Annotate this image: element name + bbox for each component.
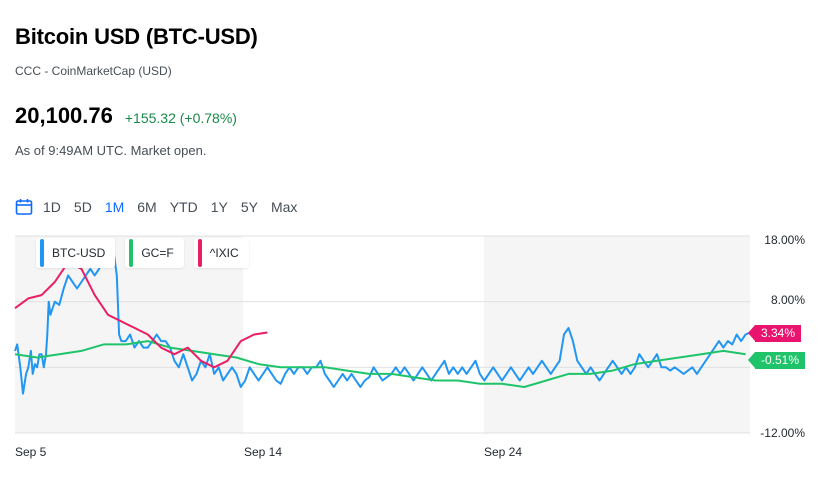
series-line-ixic: [14, 261, 268, 369]
value-badge: 3.34%: [747, 325, 802, 342]
range-1y[interactable]: 1Y: [210, 199, 228, 215]
range-ytd[interactable]: YTD: [169, 199, 198, 215]
price-row: 20,100.76 +155.32 (+0.78%): [15, 103, 237, 129]
range-max[interactable]: Max: [270, 199, 298, 215]
value-badge: -0.51%: [747, 352, 806, 369]
series-line-gcf: [14, 340, 746, 388]
legend-label: ^IXIC: [209, 246, 239, 260]
legend-swatch: [40, 239, 44, 267]
data-source: CCC - CoinMarketCap (USD): [15, 64, 172, 78]
x-tick-label: Sep 24: [484, 445, 523, 459]
price-change: +155.32 (+0.78%): [124, 110, 237, 126]
y-tick-label: -12.00%: [760, 426, 805, 440]
range-1d[interactable]: 1D: [43, 199, 61, 215]
y-tick-label: 8.00%: [770, 293, 805, 307]
calendar-icon[interactable]: [15, 198, 33, 216]
comparison-chart: [0, 228, 829, 468]
legend-label: GC=F: [141, 246, 174, 260]
legend-item[interactable]: GC=F: [125, 238, 184, 268]
range-5d[interactable]: 5D: [73, 199, 92, 215]
legend-label: BTC-USD: [52, 246, 106, 260]
chart-plot: [14, 235, 751, 434]
shaded-band: [484, 236, 750, 433]
chart-legend: BTC-USD GC=F ^IXIC: [36, 238, 249, 268]
legend-swatch: [129, 239, 134, 267]
range-6m[interactable]: 6M: [137, 199, 157, 215]
range-selector: 1D 5D 1M 6M YTD 1Y 5Y Max: [15, 197, 310, 217]
current-price: 20,100.76: [15, 103, 113, 128]
x-tick-label: Sep 5: [15, 445, 47, 459]
legend-item[interactable]: ^IXIC: [193, 238, 249, 268]
legend-item[interactable]: BTC-USD: [36, 238, 116, 268]
page-title: Bitcoin USD (BTC-USD): [15, 24, 258, 49]
x-tick-label: Sep 14: [244, 445, 283, 459]
y-tick-label: 18.00%: [764, 233, 805, 247]
legend-swatch: [197, 239, 202, 267]
range-5y[interactable]: 5Y: [240, 199, 258, 215]
market-status: As of 9:49AM UTC. Market open.: [15, 143, 207, 158]
range-1m[interactable]: 1M: [104, 199, 125, 215]
range-list: 1D 5D 1M 6M YTD 1Y 5Y Max: [43, 199, 310, 215]
